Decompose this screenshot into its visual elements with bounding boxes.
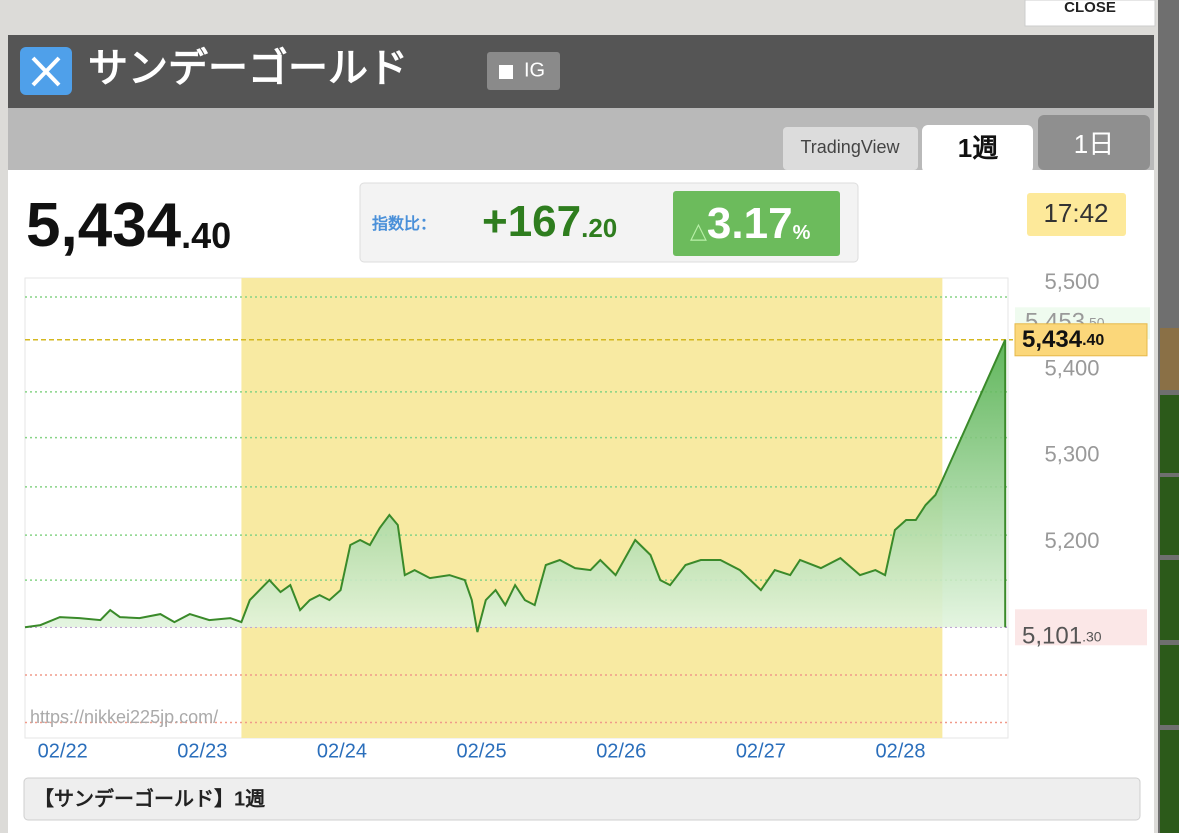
change-pct: △3.17% — [690, 199, 811, 248]
change-int: +167 — [482, 197, 581, 246]
base-label-box — [1015, 609, 1147, 646]
tab-label[interactable]: TradingView — [800, 137, 900, 157]
change-pct-value: 3.17 — [707, 199, 793, 248]
last-price-box — [1014, 323, 1148, 357]
base-label: 5,101.30 — [1022, 623, 1102, 650]
y-tick-label: 5,300 — [1044, 442, 1099, 467]
line — [24, 339, 1007, 633]
x-tick-label: 02/25 — [457, 740, 507, 762]
caption: 【サンデーゴールド】1週 — [34, 786, 265, 810]
side-block — [1160, 645, 1179, 725]
tab-active[interactable] — [922, 125, 1033, 173]
header-bar — [8, 35, 1154, 108]
tab[interactable] — [783, 127, 918, 170]
x-tick-label: 02/24 — [317, 740, 367, 762]
tab-label[interactable]: 1日 — [1074, 129, 1114, 159]
area — [25, 339, 1006, 633]
side-block — [1160, 395, 1179, 473]
x-tick-label: 02/28 — [875, 740, 925, 762]
session-highlight — [241, 278, 943, 738]
ig-button[interactable] — [487, 52, 560, 90]
y-tick-label: 5,400 — [1044, 355, 1099, 380]
change-label: 指数比： — [372, 214, 436, 233]
time-box — [1027, 193, 1126, 236]
tab-label[interactable]: 1週 — [958, 133, 998, 163]
header-title: サンデーゴールド — [88, 46, 408, 91]
caption-bar — [23, 777, 1141, 821]
change-arrow: △ — [690, 218, 707, 243]
x-icon-glyph — [31, 56, 61, 87]
side-block — [1160, 560, 1179, 640]
price: 5,434.40 — [26, 191, 231, 260]
side-block — [1160, 328, 1179, 390]
x-tick-label: 02/22 — [38, 740, 88, 762]
close-button[interactable] — [1024, 0, 1156, 27]
change: +167.20 — [482, 197, 617, 246]
last-price-label: 5,434.40 — [1022, 326, 1104, 353]
price-decimal: .40 — [181, 215, 231, 256]
close-label[interactable]: CLOSE — [1064, 0, 1116, 16]
side-block — [1160, 730, 1179, 833]
y-tick-label: 5,200 — [1044, 528, 1099, 553]
time: 17:42 — [1043, 198, 1108, 228]
price-int: 5,434 — [26, 191, 182, 260]
change-decimal: .20 — [581, 213, 617, 243]
pct-unit: % — [793, 222, 811, 244]
y-tick-label: 5,500 — [1044, 269, 1099, 294]
side-block — [1160, 477, 1179, 555]
pct-box — [673, 191, 840, 256]
chart: https://nikkei225jp.com/02/22 02/23 02/24 0… — [24, 269, 1150, 762]
ig-label[interactable]: IG — [524, 59, 545, 81]
x-tick-label: 02/23 — [177, 740, 227, 762]
x-tick-label: 02/26 — [596, 740, 646, 762]
tab[interactable] — [1038, 115, 1150, 170]
watermark: https://nikkei225jp.com/ — [30, 707, 218, 727]
x-tick-label: 02/27 — [736, 740, 786, 762]
ig-icon — [499, 65, 513, 79]
